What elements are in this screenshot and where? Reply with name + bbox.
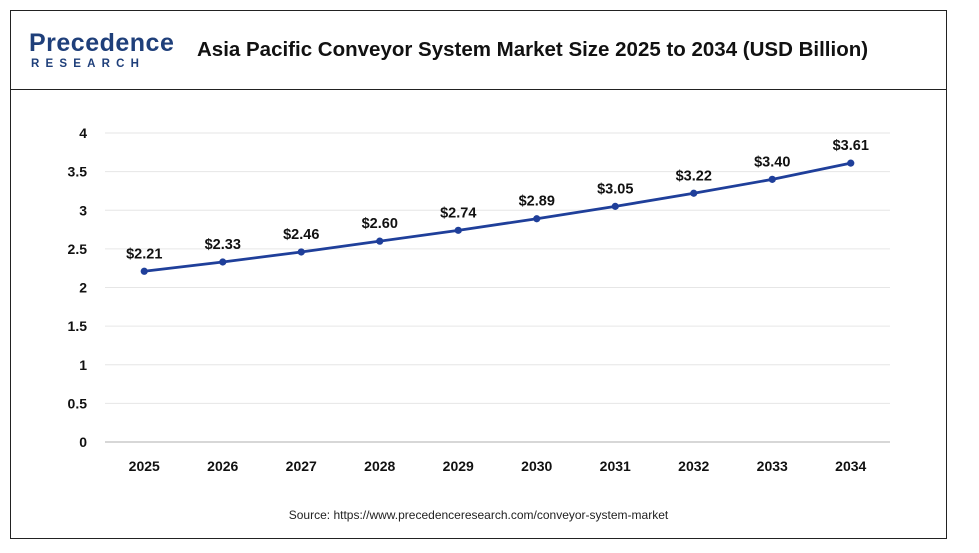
data-labels: $2.21 $2.33 $2.46 $2.60 $2.74 $2.89 $3.05 $3.22… [126, 138, 869, 262]
data-point [611, 202, 619, 210]
data-point [847, 159, 855, 167]
data-label: $2.33 [205, 237, 241, 253]
y-tick-label: 3 [79, 202, 87, 218]
x-tick-label: 2032 [678, 458, 709, 474]
data-label: $2.21 [126, 246, 162, 262]
x-tick-label: 2026 [207, 458, 238, 474]
data-label: $3.40 [754, 154, 790, 170]
data-label: $2.60 [362, 216, 398, 232]
x-tick-label: 2029 [443, 458, 474, 474]
y-tick-label: 4 [79, 125, 87, 141]
logo-subtitle: RESEARCH [31, 58, 146, 70]
y-tick-label: 2.5 [68, 241, 88, 257]
data-label: $2.74 [440, 205, 476, 221]
data-label: $2.89 [519, 194, 555, 210]
y-tick-label: 1 [79, 357, 87, 373]
data-point [690, 189, 698, 197]
y-tick-label: 0.5 [68, 395, 88, 411]
chart-header: Precedence RESEARCH Asia Pacific Conveyo… [11, 11, 946, 90]
y-tick-label: 2 [79, 280, 87, 296]
gridlines [105, 132, 890, 404]
data-label: $3.22 [676, 168, 712, 184]
data-label: $2.46 [283, 227, 319, 243]
x-tick-label: 2028 [364, 458, 395, 474]
data-point [454, 226, 462, 234]
x-tick-label: 2025 [129, 458, 160, 474]
logo-wordmark: Precedence [29, 29, 175, 57]
x-tick-label: 2027 [286, 458, 317, 474]
source-note: Source: https://www.precedenceresearch.c… [288, 508, 669, 522]
data-point [219, 258, 227, 266]
x-tick-label: 2034 [835, 458, 866, 474]
data-point [376, 237, 384, 245]
data-point [768, 175, 776, 183]
data-label: $3.61 [833, 138, 869, 154]
series-line [144, 161, 852, 273]
y-axis-ticks: 0 0.5 1 1.5 2 2.5 3 3.5 4 [68, 125, 88, 450]
chart-frame: Precedence RESEARCH Asia Pacific Conveyo… [10, 10, 947, 539]
x-tick-label: 2030 [521, 458, 552, 474]
data-point [297, 248, 305, 256]
y-tick-label: 3.5 [68, 164, 88, 180]
precedence-research-logo: Precedence RESEARCH [29, 29, 179, 75]
data-point [533, 215, 541, 223]
series-path [144, 161, 852, 273]
y-tick-label: 0 [79, 434, 87, 450]
data-point [140, 267, 148, 275]
chart-title: Asia Pacific Conveyor System Market Size… [197, 38, 869, 61]
data-label: $3.05 [597, 181, 633, 197]
x-tick-label: 2031 [600, 458, 631, 474]
x-tick-label: 2033 [757, 458, 788, 474]
x-axis-ticks: 2025 2026 2027 2028 2029 2030 2031 2032 2033 2034 [129, 458, 867, 474]
data-points [140, 159, 855, 275]
y-tick-label: 1.5 [68, 318, 88, 334]
